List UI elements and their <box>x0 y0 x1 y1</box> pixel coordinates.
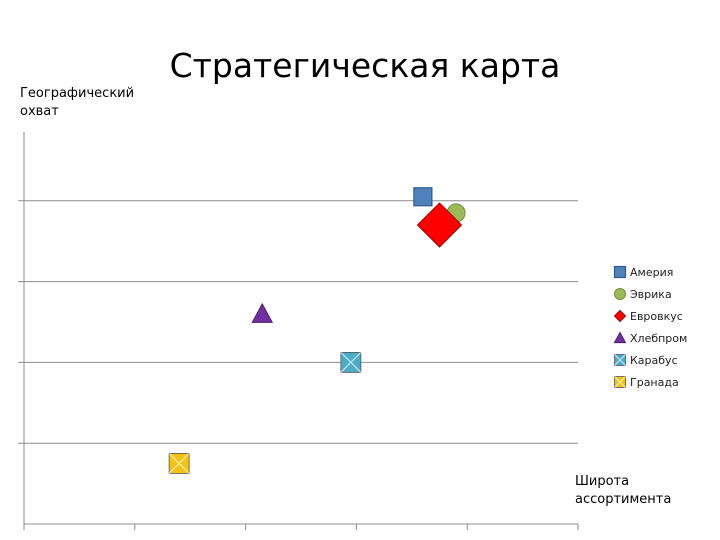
marker-square <box>413 187 433 207</box>
point-4 <box>251 302 274 323</box>
legend-item: Хлебпром <box>613 331 687 345</box>
legend-symbol-cross <box>614 376 626 388</box>
legend-label: Карабус <box>630 354 678 367</box>
legend-symbol <box>614 288 626 300</box>
legend-label: Евровкус <box>630 310 683 323</box>
legend-label: Хлебпром <box>630 332 687 345</box>
legend-item: Гранада <box>614 376 679 389</box>
marker-bowtie-cross <box>168 452 190 474</box>
legend-label: Америя <box>630 266 673 279</box>
legend: Америя Эврика Евровкус Хлебпром Карабус Грана… <box>613 265 687 389</box>
axes <box>23 132 579 530</box>
legend-item: Америя <box>613 265 673 279</box>
marker-bowtie-cross <box>340 351 362 373</box>
legend-label: Эврика <box>630 288 672 301</box>
point-1 <box>413 187 433 207</box>
legend-symbol <box>613 331 627 344</box>
point-5 <box>340 351 362 373</box>
gridlines <box>18 200 578 444</box>
data-points <box>168 187 466 474</box>
marker-triangle <box>251 302 274 323</box>
legend-symbol <box>613 309 627 323</box>
legend-item: Эврика <box>614 288 672 301</box>
y-axis-label: Географический охват <box>20 86 135 119</box>
chart-title: Стратегическая карта <box>169 46 561 85</box>
legend-item: Карабус <box>614 354 678 367</box>
legend-item: Евровкус <box>613 309 683 323</box>
point-3 <box>416 202 463 248</box>
legend-symbol <box>613 265 627 279</box>
marker-diamond <box>416 202 463 248</box>
legend-symbol-cross <box>614 354 626 366</box>
legend-label: Гранада <box>630 376 679 389</box>
point-6 <box>168 452 190 474</box>
x-axis-label: Широта ассортимента <box>575 474 672 507</box>
